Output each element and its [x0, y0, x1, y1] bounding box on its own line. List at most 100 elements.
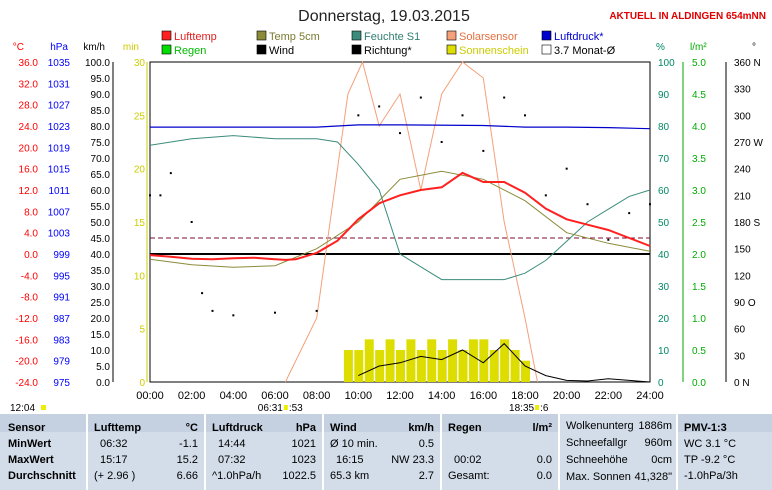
- rain-axis-tick: 2.0: [692, 250, 706, 261]
- rain-axis-tick: 4.5: [692, 90, 706, 101]
- wind-axis-tick: 25.0: [91, 298, 111, 309]
- stats-luftdruck-unit: hPa: [295, 422, 316, 434]
- legend-label: Regen: [174, 45, 206, 57]
- wind-direction-point: [211, 309, 214, 312]
- direction-axis-tick: 240: [734, 165, 751, 176]
- wind-direction-point: [315, 309, 318, 312]
- stats-row-avg-label: Durchschnitt: [8, 470, 76, 482]
- temp-axis-tick: -24.0: [15, 378, 38, 389]
- time-axis-tick: 14:00: [428, 390, 456, 402]
- wind-direction-point: [482, 149, 485, 152]
- stats-wind-max-time: 16:15: [336, 454, 364, 466]
- sunshine-bar: [500, 339, 510, 382]
- temp-axis-tick: 24.0: [19, 122, 39, 133]
- axis-unit-0: °C: [13, 42, 24, 53]
- direction-axis-tick: 360 N: [734, 58, 761, 69]
- time-axis-tick: 22:00: [595, 390, 623, 402]
- legend-swatch: [256, 30, 267, 41]
- time-axis-tick: 12:00: [386, 390, 414, 402]
- pressure-axis-tick: 1011: [48, 186, 70, 197]
- sunrise-time: 06:31: [258, 403, 283, 414]
- time-axis-tick: 06:00: [261, 390, 289, 402]
- legend-swatch: [541, 44, 552, 55]
- axis-unit-1: hPa: [50, 42, 68, 53]
- direction-axis-tick: 180 S: [734, 218, 760, 229]
- humidity-axis-tick: 0: [658, 378, 664, 389]
- axis-unit-4: %: [656, 42, 665, 53]
- stats-lufttemp-max-value: 15.2: [176, 454, 198, 466]
- legend-label: Lufttemp: [174, 31, 217, 43]
- sunshine-bar: [510, 350, 520, 382]
- stats-maxsun-label: Max. Sonnen: [566, 471, 631, 483]
- stats-dewpoint: TP -9.2 °C: [684, 454, 736, 466]
- pressure-axis-tick: 1027: [48, 101, 71, 112]
- stats-sensor-column: Sensor MinWert MaxWert Durchschnitt: [0, 414, 86, 490]
- pressure-axis-tick: 1015: [48, 165, 71, 176]
- sunshine-bar: [385, 339, 395, 382]
- wind-axis-tick: 10.0: [91, 346, 111, 357]
- humidity-axis-tick: 40: [658, 250, 670, 261]
- wind-axis-tick: 20.0: [91, 314, 111, 325]
- air-temp-line: [149, 171, 651, 261]
- legend-label: 3.7 Monat-Ø: [554, 45, 616, 57]
- stats-wind-avg-label: Ø 10 min.: [330, 438, 378, 450]
- wind-axis-tick: 0.0: [96, 378, 110, 389]
- legend-swatch: [351, 30, 362, 41]
- wind-direction-point: [169, 172, 172, 175]
- pressure-axis-tick: 995: [53, 271, 70, 282]
- sunshine-axis-tick: 25: [134, 111, 146, 122]
- sunset-marker: [535, 405, 540, 410]
- stats-lufttemp-trend: (+ 2.96 ): [94, 470, 136, 482]
- wind-axis-tick: 100.0: [85, 58, 110, 69]
- direction-axis-tick: 60: [734, 325, 746, 336]
- wind-direction-point: [232, 314, 235, 317]
- stats-wind-column: Wind km/h Ø 10 min. 0.5 16:15 NW 23.3 65.3 …: [324, 414, 440, 490]
- sunrise-suffix: :53: [289, 403, 303, 414]
- wind-axis-tick: 35.0: [91, 266, 111, 277]
- legend-label: Richtung*: [364, 45, 412, 57]
- stats-snowdepth-label: Schneehöhe: [566, 454, 628, 466]
- sunset-suffix: :6: [540, 403, 549, 414]
- wind-axis-tick: 15.0: [91, 330, 111, 341]
- wind-direction-point: [399, 132, 401, 135]
- rain-axis-tick: 2.5: [692, 218, 706, 229]
- legend-swatch: [161, 30, 172, 41]
- stats-regen-column: Regen l/m² 00:02 0.0 Gesamt: 0.0: [442, 414, 558, 490]
- legend-label: Solarsensor: [459, 31, 518, 43]
- pressure-axis-tick: 1003: [48, 229, 71, 240]
- direction-axis-tick: 120: [734, 271, 751, 282]
- wind-axis-tick: 55.0: [91, 202, 111, 213]
- stats-wind-distance: 65.3 km: [330, 470, 370, 482]
- sunset-time: 18:35: [509, 403, 534, 414]
- legend-label: Sonnenschein: [459, 45, 529, 57]
- wind-axis-tick: 85.0: [91, 106, 111, 117]
- wind-direction-point: [440, 141, 443, 143]
- wind-axis-tick: 90.0: [91, 90, 111, 101]
- rain-axis-tick: 5.0: [692, 58, 706, 69]
- legend-label: Feuchte S1: [364, 31, 420, 43]
- stats-wind-daily-avg: 2.7: [418, 470, 434, 482]
- sunshine-axis-tick: 10: [134, 271, 146, 282]
- temp-axis-tick: 8.0: [24, 207, 38, 218]
- stats-sensor-header: Sensor: [8, 422, 46, 434]
- current-location-label: AKTUELL IN ALDINGEN 654mNN: [609, 11, 766, 22]
- sunshine-bar: [354, 350, 364, 382]
- direction-axis-tick: 90 O: [734, 298, 756, 309]
- time-axis-tick: 00:00: [136, 390, 164, 402]
- plot-area: [149, 61, 651, 383]
- wind-direction-point: [357, 114, 360, 117]
- temp-axis-tick: -12.0: [15, 314, 38, 325]
- soil-temp-line: [149, 170, 651, 268]
- temp-axis-tick: -16.0: [15, 335, 38, 346]
- sunshine-axis-tick: 5: [139, 325, 145, 336]
- stats-wind-avg-value: 0.5: [418, 438, 434, 450]
- rain-axis-tick: 3.0: [692, 186, 706, 197]
- stats-cloud-column: Wolkenunterg 1886m Schneefallgr 960m Schne…: [560, 414, 676, 490]
- stats-luftdruck-max-time: 07:32: [218, 454, 246, 466]
- stats-regen-time: 00:02: [454, 454, 482, 466]
- wind-direction-point: [586, 203, 589, 206]
- wind-axis-tick: 40.0: [91, 250, 111, 261]
- wind-axis-tick: 5.0: [96, 362, 110, 373]
- wind-direction-point: [159, 194, 162, 197]
- plot-series: [149, 60, 651, 383]
